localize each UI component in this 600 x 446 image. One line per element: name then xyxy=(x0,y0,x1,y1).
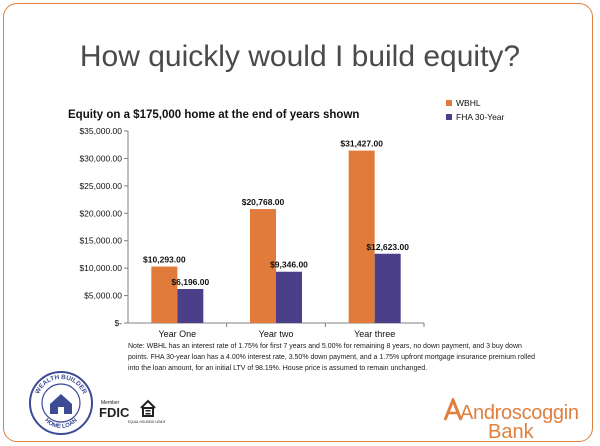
androscoggin-bank-logo-mark xyxy=(443,398,463,421)
legend-label: FHA 30-Year xyxy=(456,112,505,122)
equal-housing-label: EQUAL HOUSING LENDER xyxy=(128,420,165,424)
slide-frame xyxy=(3,3,593,442)
slide-headline: How quickly would I build equity? xyxy=(79,40,521,73)
y-tick-label: $30,000.00 xyxy=(79,153,122,163)
y-tick-label: $- xyxy=(114,318,122,328)
fdic-logo: Member FDIC EQUAL HOUSING LENDER xyxy=(99,399,165,424)
equal-housing-icon: EQUAL HOUSING LENDER xyxy=(128,399,165,424)
y-tick-label: $5,000.00 xyxy=(84,291,122,301)
house-icon xyxy=(50,394,72,414)
chart-title: Equity on a $175,000 home at the end of … xyxy=(68,109,359,121)
x-axis-categories: Year One Year two Year three xyxy=(158,323,425,339)
bar xyxy=(177,289,204,323)
bar xyxy=(276,271,302,323)
bank-name-line1: Androscoggin xyxy=(460,402,579,424)
wealth-builder-home-loan-logo: WEALTH BUILDER HOME LOAN xyxy=(29,371,93,435)
fdic-label: FDIC xyxy=(99,405,130,420)
data-label: $6,196.00 xyxy=(171,277,209,287)
x-category-label: Year two xyxy=(259,329,294,339)
data-label: $12,623.00 xyxy=(366,242,409,252)
legend-swatch xyxy=(446,114,452,120)
y-tick-label: $15,000.00 xyxy=(79,236,122,246)
data-label: $10,293.00 xyxy=(143,255,186,265)
legend-label: WBHL xyxy=(456,98,481,108)
y-tick-label: $10,000.00 xyxy=(79,263,122,273)
x-category-label: Year One xyxy=(158,329,196,339)
data-label: $31,427.00 xyxy=(340,139,383,149)
y-tick-label: $25,000.00 xyxy=(79,181,122,191)
legend-swatch xyxy=(446,100,452,106)
bar xyxy=(374,253,401,323)
data-labels: $10,293.00 $6,196.00 $20,768.00 $9,346.00 $3… xyxy=(143,139,409,287)
bar-series xyxy=(151,150,401,323)
data-label: $9,346.00 xyxy=(270,260,308,270)
x-category-label: Year three xyxy=(354,329,395,339)
bar xyxy=(250,209,276,323)
fdic-member-label: Member xyxy=(101,400,120,406)
bank-name-line2: Bank xyxy=(488,421,534,443)
y-tick-label: $20,000.00 xyxy=(79,208,122,218)
bar xyxy=(348,150,375,323)
footnote: Note: WBHL has an interest rate of 1.75%… xyxy=(128,343,536,372)
bar xyxy=(151,266,178,323)
y-tick-label: $35,000.00 xyxy=(79,126,122,136)
data-label: $20,768.00 xyxy=(242,197,285,207)
chart-legend: WBHL FHA 30-Year xyxy=(446,98,505,122)
